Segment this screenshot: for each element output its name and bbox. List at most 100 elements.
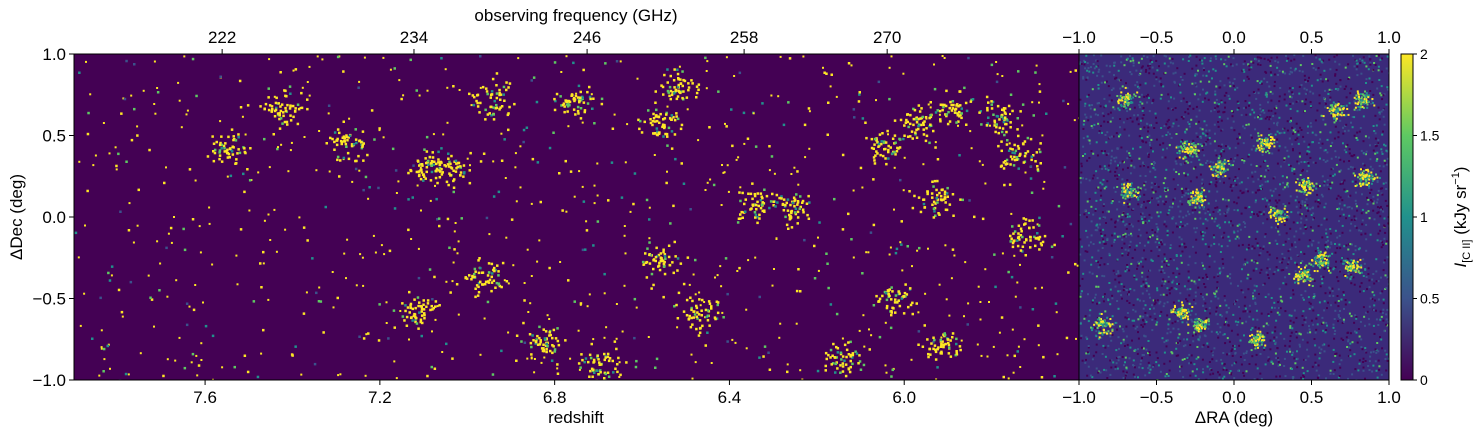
lightcone-emitter [793,199,796,203]
slice-emitter [1115,349,1118,352]
slice-emitter [1289,195,1292,198]
lightcone-emitter [669,222,672,225]
lightcone-emitter [902,189,905,192]
lightcone-emitter [607,375,611,378]
lightcone-emitter [1053,375,1056,378]
lightcone-emitter [393,67,396,70]
slice-emitter [1196,346,1199,348]
slice-emitter [1227,209,1230,212]
slice-emitter [1226,275,1229,278]
slice-emitter [1159,370,1162,373]
slice-emitter [1337,156,1340,159]
lightcone-emitter [655,246,658,250]
lightcone-emitter [897,299,900,302]
lightcone-emitter [933,338,936,342]
lightcone-emitter [1011,148,1014,151]
lightcone-emitter [1029,239,1032,242]
lightcone-emitter [282,111,285,114]
slice-emitter [1100,257,1103,260]
slice-emitter [1274,199,1277,202]
lightcone-emitter [904,295,907,298]
slice-emitter [1247,177,1250,180]
lightcone-emitter [981,217,985,221]
slice-emitter [1362,275,1365,277]
lightcone-emitter [1024,222,1027,225]
slice-emitter [1291,126,1294,129]
lightcone-emitter [825,72,828,75]
lightcone-emitter [700,314,703,317]
lightcone-emitter [603,358,606,362]
slice-emitter [1131,319,1134,322]
slice-emitter [1307,162,1310,164]
slice-emitter [1233,231,1236,234]
lightcone-emitter [442,133,445,136]
slice-emitter [1262,222,1265,225]
slice-emitter [1163,124,1166,127]
slice-emitter [1207,202,1210,205]
lightcone-emitter [268,58,271,61]
lightcone-emitter [876,141,879,144]
slice-emitter [1228,352,1231,355]
lightcone-emitter [919,117,922,120]
lightcone-emitter [495,281,499,285]
lightcone-emitter [110,274,113,277]
slice-emitter [1152,99,1155,102]
lightcone-emitter [278,117,281,121]
lightcone-emitter [544,344,548,347]
slice-emitter [1372,350,1375,353]
slice-emitter [1158,65,1160,68]
slice-emitter [1111,198,1114,201]
lightcone-emitter [898,292,901,295]
slice-emitter [1299,126,1302,129]
lightcone-emitter [86,132,90,136]
lightcone-emitter [433,367,437,370]
slice-emitter [1189,288,1192,291]
slice-emitter [1147,166,1150,169]
lightcone-emitter [473,272,476,276]
slice-emitter [1337,101,1340,104]
slice-emitter [1180,100,1183,103]
slice-emitter [1089,115,1092,118]
slice-emitter [1102,204,1105,207]
lightcone-emitter [1009,163,1012,166]
slice-emitter [1347,243,1350,246]
lightcone-emitter [1000,130,1004,134]
lightcone-emitter [907,125,910,129]
slice-emitter [1156,197,1159,200]
slice-emitter [1274,60,1277,63]
slice-emitter [1170,96,1172,99]
lightcone-emitter [733,75,736,77]
slice-emitter [1156,69,1159,72]
lightcone-emitter [430,365,433,369]
lightcone-emitter [868,328,870,331]
slice-emitter [1324,100,1326,102]
lightcone-emitter [1002,375,1005,379]
lightcone-emitter [476,105,480,108]
lightcone-emitter [199,251,202,254]
slice-emitter [1321,175,1324,178]
lightcone-emitter [645,260,649,264]
lightcone-emitter [719,265,722,268]
slice-emitter [1101,211,1104,214]
lightcone-emitter [859,368,863,371]
slice-emitter [1134,375,1136,378]
lightcone-emitter [724,257,728,260]
slice-emitter [1094,296,1096,299]
slice-emitter [1220,315,1223,318]
slice-emitter [1143,95,1146,98]
slice-emitter [1381,241,1384,244]
lightcone-emitter [854,350,857,353]
lightcone-emitter [946,122,950,126]
slice-emitter [1089,142,1092,145]
slice-emitter [1111,294,1114,297]
slice-emitter [1291,327,1294,330]
lightcone-emitter [947,352,951,355]
slice-emitter [1188,125,1191,128]
lightcone-emitter [492,160,495,163]
lightcone-emitter [841,228,845,231]
slice-emitter [1216,102,1219,105]
lightcone-emitter [235,158,238,161]
slice-emitter [1339,183,1342,186]
lightcone-emitter [490,275,493,279]
slice-emitter [1269,339,1272,342]
